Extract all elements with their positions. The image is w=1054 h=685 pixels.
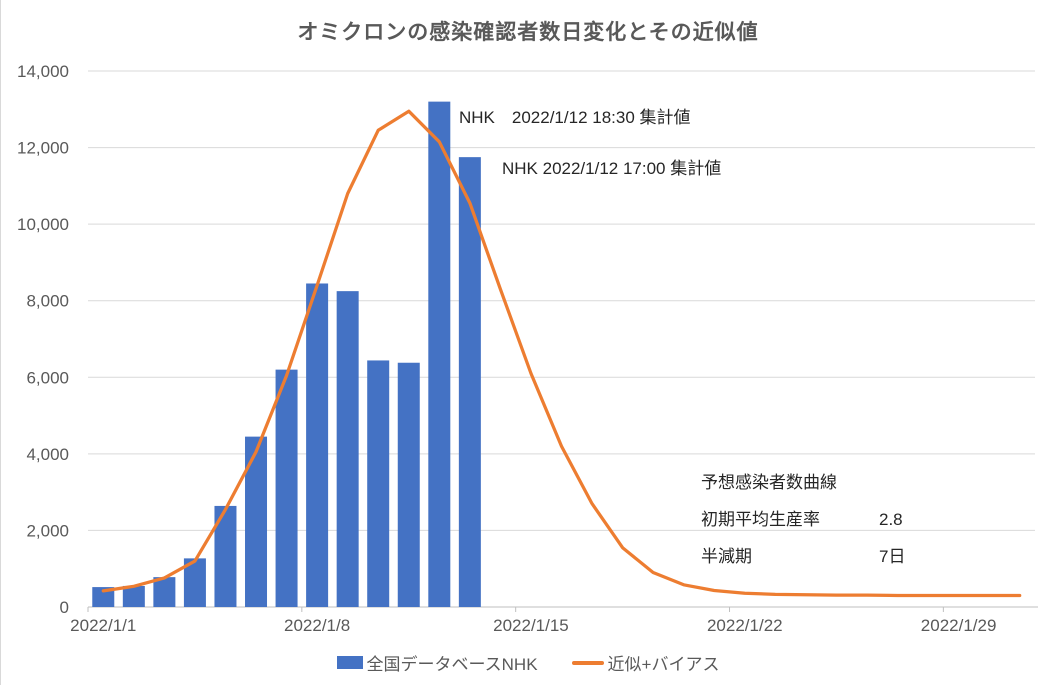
x-axis-tick-label: 2022/1/22 [707,616,783,635]
y-axis-tick-label: 10,000 [17,215,69,234]
growth-rate-label: 初期平均生産率 [701,510,820,529]
approximation-line[interactable] [101,109,1022,598]
x-axis-tick-label: 2022/1/29 [921,616,997,635]
bar-series-label: 全国データベースNHK [366,655,538,674]
y-axis-tick-label: 4,000 [26,445,69,464]
y-axis-tick-label: 2,000 [26,521,69,540]
bar-day-6[interactable] [245,436,268,607]
bar-series-swatch-icon [336,656,363,669]
info-heading-label: 予想感染者数曲線 [701,473,837,492]
growth-rate-value: 2.8 [879,510,903,529]
bar-day-5[interactable] [214,505,237,607]
legend-item-line-series[interactable]: 近似+バイアス [571,650,720,675]
bar-day-1[interactable] [92,587,115,607]
forecast-info-panel: 予想感染者数曲線 初期平均生産率 2.8 半減期 7日 [701,464,1001,575]
annotation-nhk-1830: NHK 2022/1/12 18:30 集計値 [459,108,691,127]
chart-title: オミクロンの感染確認者数日変化とその近似値 [297,21,759,44]
bar-day-11[interactable] [397,362,420,607]
bar-day-10[interactable] [367,360,390,607]
info-row-heading: 予想感染者数曲線 [701,464,1001,501]
info-row-growth-rate: 初期平均生産率 2.8 [701,501,1001,538]
half-life-value: 7日 [879,547,906,566]
bar-day-7[interactable] [275,369,298,607]
bar-day-2[interactable] [122,585,145,607]
line-series-label: 近似+バイアス [607,655,720,674]
legend-item-bar-series[interactable]: 全国データベースNHK [336,650,538,675]
half-life-label: 半減期 [701,547,752,566]
x-axis-tick-label: 2022/1/8 [284,616,350,635]
bar-day-12[interactable] [428,101,451,607]
info-row-half-life: 半減期 7日 [701,538,1001,575]
bar-day-8[interactable] [306,283,329,607]
bar-day-9[interactable] [336,291,359,607]
chart-legend: 全国データベースNHK 近似+バイアス [1,650,1054,675]
y-axis-tick-label: 14,000 [17,62,69,81]
x-axis-tick-label: 2022/1/1 [70,616,136,635]
y-axis-tick-label: 12,000 [17,139,69,158]
bar-day-3[interactable] [153,577,176,607]
x-axis-tick-label: 2022/1/15 [493,616,569,635]
y-axis-tick-label: 6,000 [26,368,69,387]
y-axis-tick-label: 0 [60,598,69,617]
y-axis-tick-label: 8,000 [26,292,69,311]
annotation-nhk-1700: NHK 2022/1/12 17:00 集計値 [502,159,722,178]
bar-day-13[interactable] [458,157,481,607]
bar-day-4[interactable] [183,558,206,607]
line-series-swatch-icon [571,660,604,665]
